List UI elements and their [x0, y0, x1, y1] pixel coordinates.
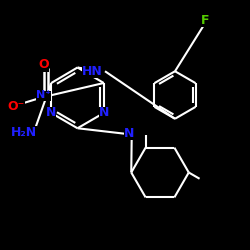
- Text: HN: HN: [82, 65, 103, 78]
- Text: O⁻: O⁻: [8, 100, 25, 113]
- Text: N: N: [46, 106, 56, 120]
- Text: O: O: [38, 58, 49, 71]
- Text: N: N: [98, 106, 109, 120]
- Text: N⁺: N⁺: [36, 90, 51, 101]
- Text: H₂N: H₂N: [11, 126, 37, 139]
- Text: F: F: [201, 14, 210, 26]
- Text: N: N: [124, 127, 134, 140]
